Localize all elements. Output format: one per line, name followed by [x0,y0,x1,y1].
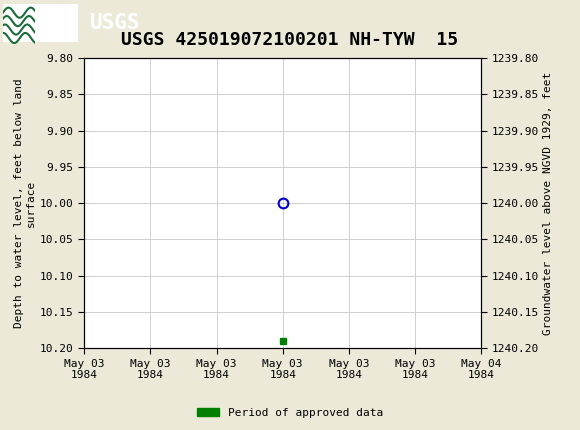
Text: USGS 425019072100201 NH-TYW  15: USGS 425019072100201 NH-TYW 15 [121,31,459,49]
Y-axis label: Depth to water level, feet below land
surface: Depth to water level, feet below land su… [14,78,36,328]
Y-axis label: Groundwater level above NGVD 1929, feet: Groundwater level above NGVD 1929, feet [543,71,553,335]
Text: USGS: USGS [90,12,140,33]
Bar [3,3,78,42]
Legend: Period of approved data: Period of approved data [193,403,387,422]
